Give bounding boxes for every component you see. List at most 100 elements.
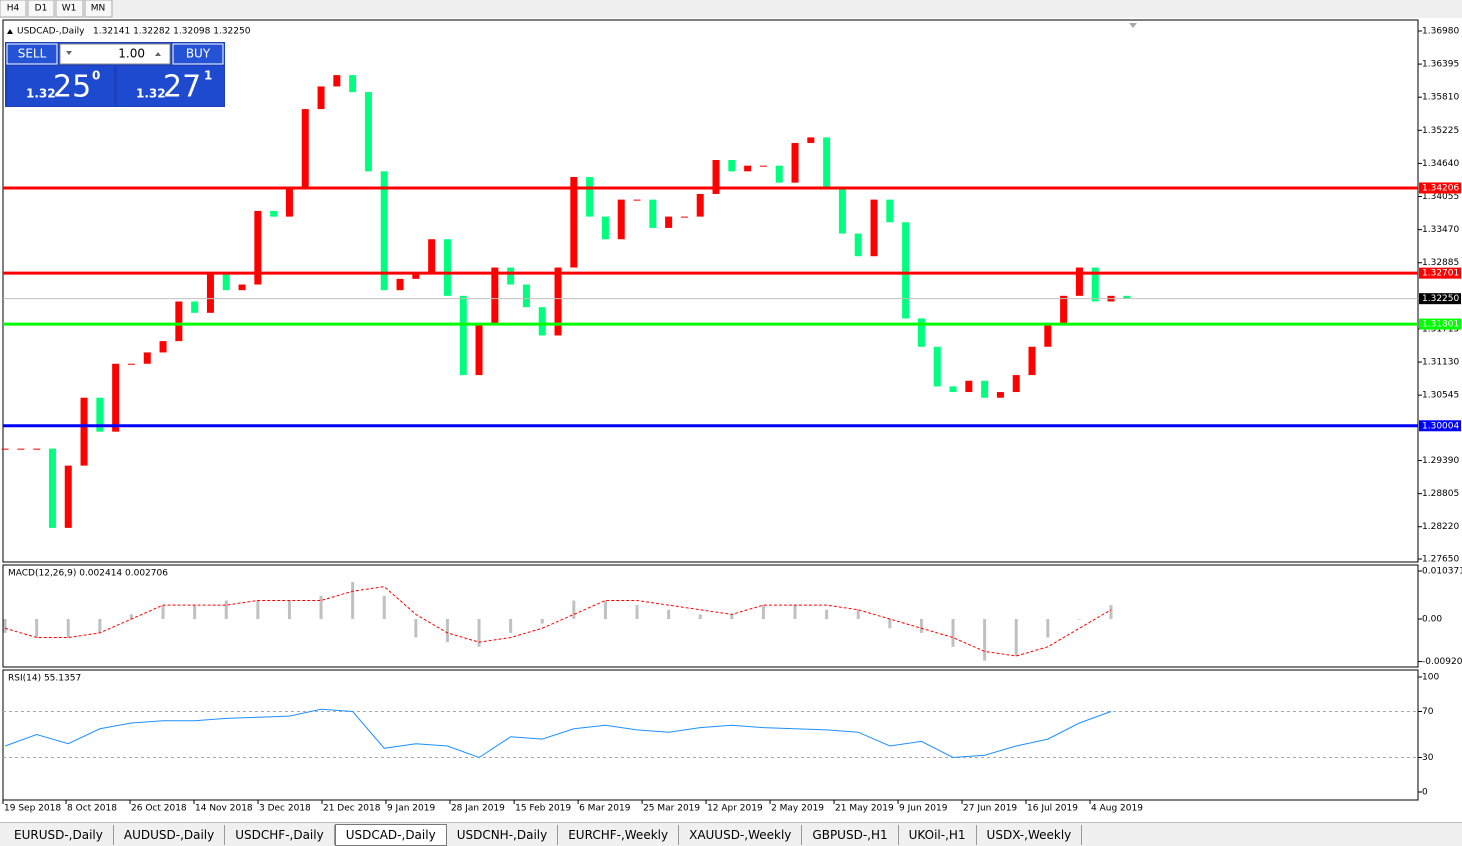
candle: [333, 75, 341, 87]
tf-button[interactable]: [0, 0, 27, 18]
candle: [870, 199, 878, 257]
collapse-icon[interactable]: [7, 29, 13, 34]
x-tick-label: 4 Aug 2019: [1091, 804, 1143, 814]
y-tick-label: 1.30545: [1422, 391, 1459, 401]
macd-bar: [698, 614, 702, 620]
candle: [1028, 346, 1036, 376]
candle: [127, 363, 135, 365]
tf-button[interactable]: [55, 0, 84, 18]
macd-bar: [445, 619, 449, 643]
candle: [1123, 295, 1131, 299]
x-tick-label: 6 Mar 2019: [579, 804, 631, 814]
x-tick-label: 21 Dec 2018: [323, 804, 381, 814]
tf-label[interactable]: D1: [35, 4, 48, 14]
candle: [491, 267, 499, 325]
chart-tab[interactable]: USDX-,Weekly: [977, 824, 1083, 845]
chart-tab[interactable]: USDCNH-,Daily: [447, 824, 559, 845]
y-tick-label: 1.27650: [1422, 555, 1459, 565]
y-tick-label: 1.34640: [1422, 159, 1459, 169]
buy-button[interactable]: [172, 43, 224, 65]
tf-button[interactable]: [27, 0, 55, 18]
macd-bar: [635, 605, 639, 620]
lot-input[interactable]: [59, 43, 171, 65]
x-tick-label: 26 Oct 2018: [131, 804, 187, 814]
chart-tab[interactable]: UKOil-,H1: [899, 824, 977, 845]
ask-sup: 1: [204, 69, 212, 83]
candle: [981, 380, 989, 398]
level-label-box: [1419, 420, 1461, 432]
candle: [933, 346, 941, 387]
candle: [601, 216, 609, 240]
chart-tab[interactable]: GBPUSD-,H1: [802, 824, 899, 845]
x-tick-label: 28 Jan 2019: [451, 804, 505, 814]
candle: [254, 210, 262, 285]
candle: [238, 284, 246, 291]
macd-bar: [3, 619, 7, 633]
chart-tab[interactable]: EURUSD-,Daily: [4, 824, 114, 845]
chart-tab[interactable]: XAUUSD-,Weekly: [679, 824, 803, 845]
chart-tab[interactable]: AUDUSD-,Daily: [114, 824, 226, 845]
candle: [1044, 324, 1052, 347]
buy-label[interactable]: BUY: [186, 47, 211, 61]
level-label: 1.31801: [1422, 320, 1459, 330]
ask-box[interactable]: [117, 66, 224, 106]
macd-bar: [98, 619, 102, 633]
x-tick-label: 27 Jun 2019: [963, 804, 1017, 814]
candle: [712, 160, 720, 194]
tf-button[interactable]: [84, 0, 113, 18]
sell-button[interactable]: [6, 43, 58, 65]
candle: [349, 75, 357, 93]
tf-label[interactable]: W1: [62, 4, 77, 14]
macd-bar: [161, 605, 165, 620]
candle: [1075, 267, 1083, 296]
y-tick-label: 0.00: [1422, 615, 1442, 625]
candle: [775, 165, 783, 183]
tf-label[interactable]: H4: [7, 4, 20, 14]
candle: [965, 380, 973, 393]
candle: [949, 386, 957, 393]
candle: [1091, 267, 1099, 302]
candle: [1, 448, 9, 450]
candle: [48, 448, 56, 528]
candle: [33, 448, 41, 450]
candle: [633, 199, 641, 201]
candle: [96, 397, 104, 432]
candle: [680, 216, 688, 218]
candle: [64, 465, 72, 528]
candle: [301, 109, 309, 189]
y-tick-label: 1.28805: [1422, 489, 1459, 499]
candle: [996, 392, 1004, 398]
lot-down[interactable]: [66, 51, 72, 55]
symbol-title: USDCAD-,Daily: [17, 27, 85, 37]
sell-label[interactable]: SELL: [18, 47, 47, 61]
macd-bar: [667, 609, 671, 620]
candle: [791, 143, 799, 183]
trade-panel: SELL 1.00 BUY 1.32 25 0 1.32 27 1: [5, 42, 225, 107]
tf-label[interactable]: MN: [91, 4, 106, 14]
y-tick-label: 1.29390: [1422, 456, 1459, 466]
macd-bar: [793, 605, 797, 620]
chart-tab[interactable]: USDCHF-,Daily: [225, 824, 335, 845]
candle: [396, 278, 404, 291]
macd-bar: [603, 600, 607, 620]
chart-tab[interactable]: USDCAD-,Daily: [334, 823, 447, 846]
macd-panel: [2, 564, 1419, 668]
macd-bar: [951, 619, 955, 647]
macd-bar: [414, 619, 418, 638]
rsi-title: RSI(14) 55.1357: [8, 674, 81, 684]
candle: [917, 318, 925, 347]
macd-title: MACD(12,26,9) 0.002414 0.002706: [8, 569, 168, 579]
candle: [1012, 375, 1020, 393]
level-label: 1.32701: [1422, 269, 1459, 279]
macd-bar: [983, 619, 987, 661]
bid-box[interactable]: [7, 66, 114, 106]
x-tick-label: 16 Jul 2019: [1027, 804, 1078, 814]
ask-prefix: 1.32: [136, 87, 166, 101]
chart-tab[interactable]: EURCHF-,Weekly: [558, 824, 680, 845]
price-panel: [2, 19, 1419, 563]
macd-bar: [761, 605, 765, 620]
macd-bar: [509, 619, 513, 633]
lot-value[interactable]: 1.00: [118, 47, 145, 61]
lot-up[interactable]: [155, 52, 161, 56]
bid-prefix: 1.32: [26, 87, 56, 101]
